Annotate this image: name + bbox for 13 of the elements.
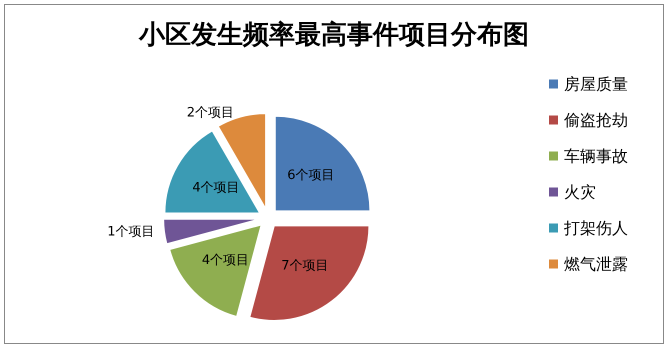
data-label: 6个项目	[287, 168, 334, 183]
legend-label: 车辆事故	[564, 146, 628, 166]
legend-label: 火灾	[564, 182, 596, 202]
data-label: 1个项目	[107, 224, 154, 240]
legend-label: 打架伤人	[563, 218, 628, 238]
data-label: 4个项目	[202, 253, 250, 268]
legend-label: 偷盗抢劫	[564, 110, 628, 130]
legend-label: 房屋质量	[564, 74, 628, 94]
chart-title: 小区发生频率最高事件项目分布图	[138, 20, 529, 50]
data-label: 4个项目	[192, 180, 240, 196]
legend-label: 燃气泄露	[564, 254, 628, 274]
data-label: 2个项目	[186, 106, 234, 120]
data-label: 7个项目	[281, 258, 329, 274]
